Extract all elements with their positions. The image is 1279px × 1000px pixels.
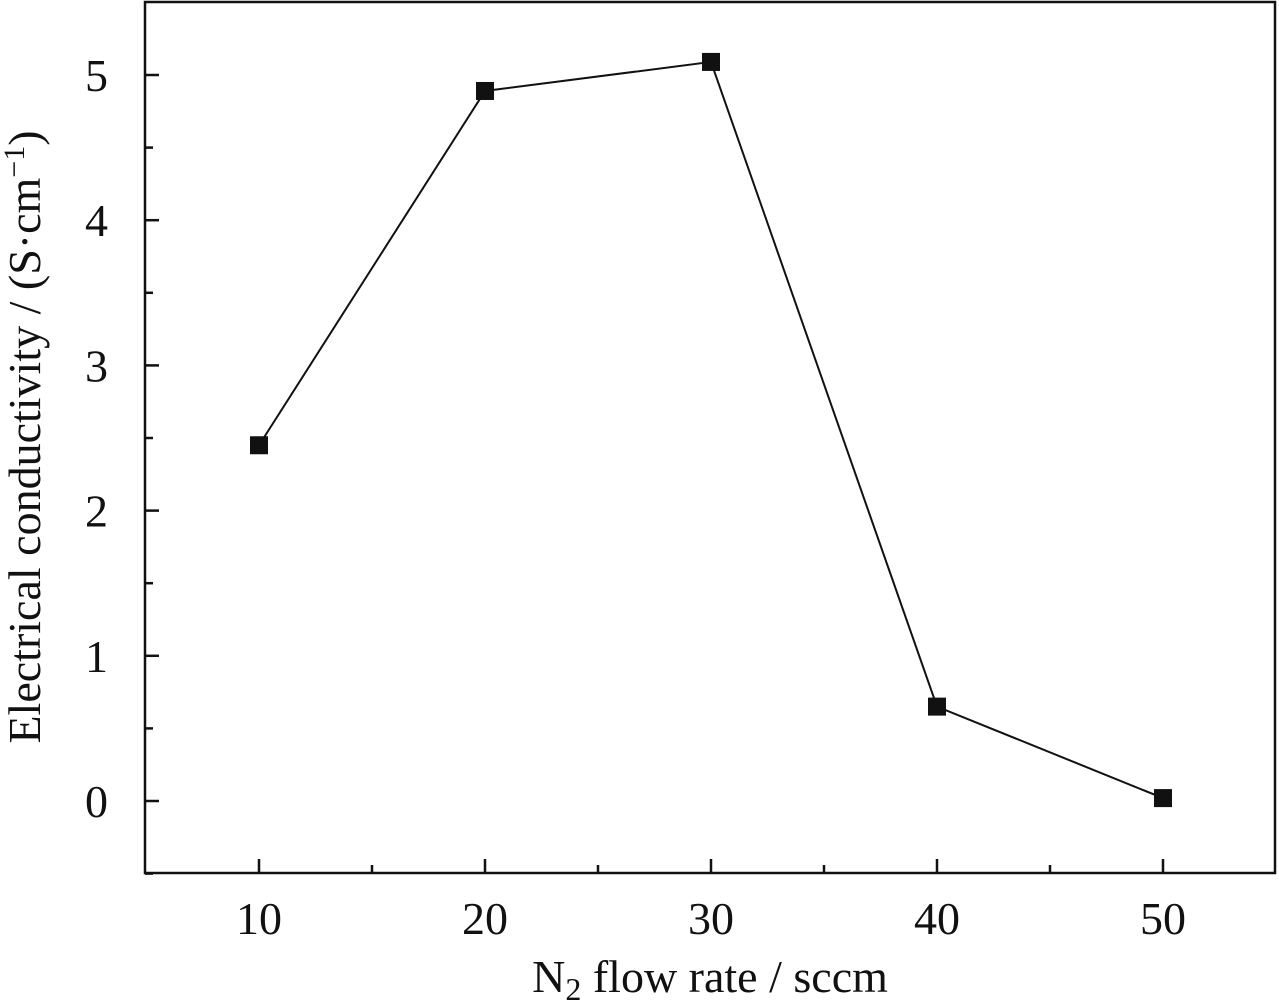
x-tick-label: 40 [914, 893, 960, 944]
data-point-marker [250, 436, 268, 455]
y-tick-label: 2 [85, 486, 108, 537]
x-tick-label: 10 [236, 893, 282, 944]
y-tick-label: 4 [85, 195, 108, 246]
x-tick-labels: 10 20 30 40 50 [236, 893, 1186, 944]
y-tick-label: 0 [85, 776, 108, 827]
axis-ticks [145, 73, 1165, 875]
x-axis-title-rest: flow rate / sccm [581, 951, 888, 1000]
x-axis-title-main: N [532, 951, 565, 1000]
y-axis-title-superscript: −1 [0, 146, 31, 178]
x-axis-title-subscript: 2 [565, 971, 581, 1000]
y-tick-label: 3 [85, 340, 108, 391]
series-line [258, 60, 1164, 800]
data-point-marker [928, 697, 946, 716]
data-point-marker [702, 52, 720, 71]
y-tick-label: 1 [85, 631, 108, 682]
x-axis-title: N2 flow rate / sccm [532, 951, 888, 1000]
y-tick-label: 5 [85, 50, 108, 101]
x-tick-label: 30 [688, 893, 734, 944]
y-axis-title-main: Electrical conductivity / (S·cm [0, 177, 50, 743]
x-tick-label: 20 [462, 893, 508, 944]
data-point-marker [476, 81, 494, 100]
x-tick-label: 50 [1140, 893, 1186, 944]
series-markers [250, 52, 1172, 808]
y-tick-labels: 0 1 2 3 4 5 [85, 50, 108, 827]
y-axis-title-end: ) [0, 130, 50, 145]
plot-frame [143, 0, 1277, 875]
data-point-marker [1154, 789, 1172, 808]
y-axis-title: Electrical conductivity / (S·cm−1) [0, 130, 50, 743]
